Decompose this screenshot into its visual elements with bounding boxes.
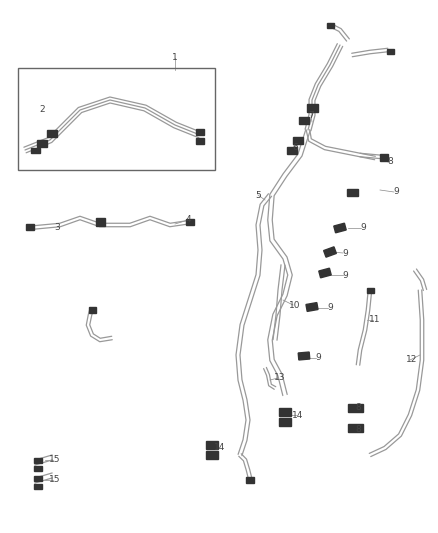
Bar bbox=[386, 49, 393, 53]
Text: 12: 12 bbox=[406, 356, 418, 365]
Text: 8: 8 bbox=[355, 425, 361, 434]
Bar bbox=[88, 307, 95, 313]
Bar bbox=[34, 457, 42, 463]
Text: 9: 9 bbox=[393, 188, 399, 197]
Bar bbox=[95, 218, 105, 226]
Text: 3: 3 bbox=[54, 223, 60, 232]
Bar bbox=[37, 140, 47, 147]
Bar bbox=[206, 441, 218, 449]
Bar bbox=[334, 223, 346, 233]
Bar bbox=[298, 352, 310, 360]
Bar bbox=[367, 287, 374, 293]
Bar bbox=[31, 148, 39, 152]
Bar bbox=[246, 477, 254, 483]
Bar bbox=[324, 247, 336, 257]
Text: 13: 13 bbox=[274, 374, 286, 383]
Bar bbox=[26, 224, 34, 230]
Bar bbox=[287, 147, 297, 154]
Bar bbox=[34, 465, 42, 471]
Bar bbox=[34, 483, 42, 489]
Bar bbox=[279, 408, 291, 416]
Bar bbox=[186, 219, 194, 225]
Text: 6: 6 bbox=[292, 142, 298, 151]
Bar bbox=[299, 117, 309, 124]
Bar bbox=[306, 303, 318, 311]
Bar bbox=[47, 130, 57, 136]
Text: 4: 4 bbox=[185, 215, 191, 224]
Bar bbox=[380, 154, 388, 160]
Text: 8: 8 bbox=[387, 157, 393, 166]
Bar bbox=[346, 189, 357, 196]
Text: 2: 2 bbox=[39, 106, 45, 115]
Bar bbox=[34, 475, 42, 481]
Text: 11: 11 bbox=[369, 316, 381, 325]
Text: 5: 5 bbox=[255, 190, 261, 199]
Bar bbox=[347, 424, 363, 432]
Bar bbox=[279, 418, 291, 426]
Text: 1: 1 bbox=[172, 53, 178, 62]
Text: 7: 7 bbox=[308, 110, 314, 119]
Bar bbox=[319, 268, 331, 278]
Bar bbox=[18, 68, 215, 170]
Bar bbox=[326, 22, 333, 28]
Text: 14: 14 bbox=[292, 410, 304, 419]
Text: 15: 15 bbox=[49, 475, 61, 484]
Text: 9: 9 bbox=[360, 223, 366, 232]
Text: 9: 9 bbox=[342, 248, 348, 257]
Bar bbox=[196, 129, 204, 135]
Text: 9: 9 bbox=[327, 303, 333, 312]
Text: 15: 15 bbox=[49, 456, 61, 464]
Bar bbox=[347, 404, 363, 412]
Text: 8: 8 bbox=[355, 403, 361, 413]
Text: 14: 14 bbox=[214, 442, 226, 451]
Bar bbox=[206, 451, 218, 459]
Bar bbox=[196, 138, 204, 144]
Text: 9: 9 bbox=[342, 271, 348, 279]
Text: 10: 10 bbox=[289, 301, 301, 310]
Bar bbox=[307, 104, 318, 112]
Bar bbox=[293, 136, 303, 143]
Text: 9: 9 bbox=[315, 353, 321, 362]
